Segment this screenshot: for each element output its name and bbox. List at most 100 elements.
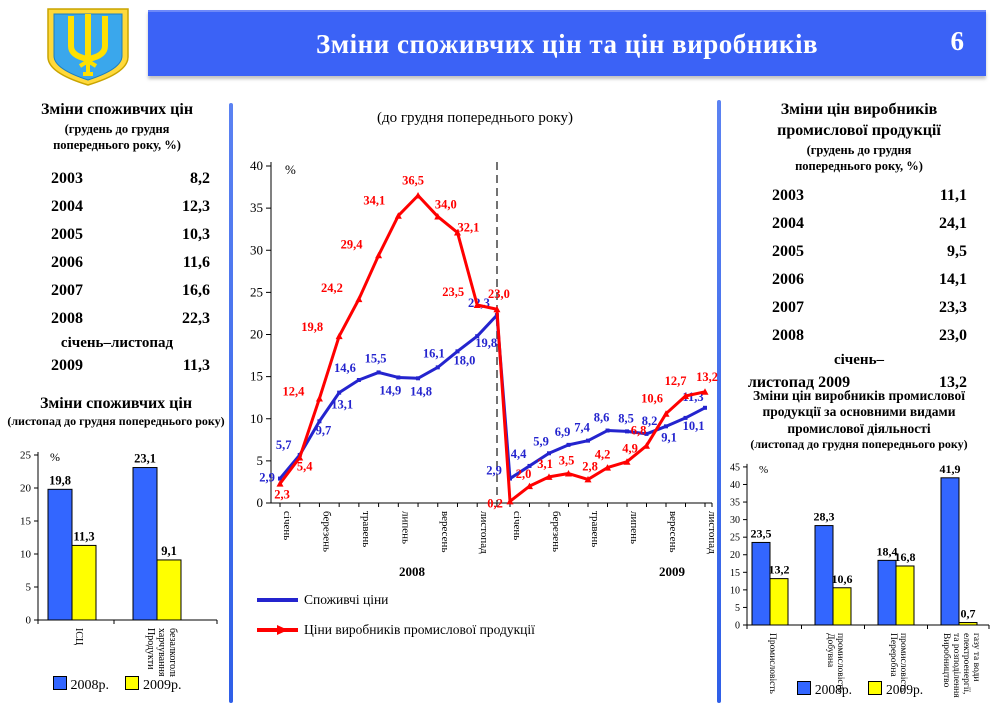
x-category-label: та розподілення	[951, 633, 961, 698]
month-label-2009: травень	[589, 511, 601, 547]
ppi-table-title-1: Зміни цін виробників	[780, 101, 938, 118]
y-tick-label: 15	[20, 516, 32, 528]
y-tick-label: 30	[730, 515, 740, 526]
year-label: 2006	[772, 270, 804, 288]
ppi-table-subtitle-1: (грудень до грудня	[806, 142, 912, 157]
point-value-label: 9,7	[316, 423, 332, 437]
producer-line-sample-icon	[257, 625, 298, 635]
bar-value-label: 23,5	[751, 526, 772, 540]
year-label: 2004	[51, 197, 83, 215]
y-tick-label: 30	[250, 242, 263, 257]
bar-value-label: 10,6	[832, 572, 853, 586]
cpi-table-title: Зміни споживчих цін	[40, 101, 194, 118]
ppi-bar-chart: 0 5 10 15 20 25 30 35 40 45 % 23,5 28,3 18,4 41,9 13,2 1…	[730, 462, 990, 698]
y-tick-label: 10	[250, 411, 263, 426]
cpi-chart-legend: 2008р. 2009р.	[8, 676, 226, 694]
point-marker	[473, 301, 481, 309]
point-marker	[278, 476, 282, 481]
bar-2008р.-0	[47, 488, 73, 621]
month-label-2009: березень	[550, 511, 562, 552]
point-marker	[644, 431, 649, 436]
point-value-label: 18,0	[454, 353, 476, 367]
ppi-chart-legend: 2008р. 2009р.	[727, 681, 993, 698]
bar-2009р.-3	[958, 622, 978, 626]
y-tick-label: 40	[250, 158, 263, 173]
x-category-label: Промисловість	[767, 633, 777, 694]
bar-2008р.-3	[940, 477, 960, 626]
month-label-2008: вересень	[439, 511, 451, 552]
point-value-label: 5,7	[276, 438, 292, 452]
point-marker	[526, 482, 533, 490]
point-value-label: 3,5	[559, 454, 575, 468]
year-value: 8,2	[190, 169, 210, 187]
point-value-label: 4,9	[622, 442, 638, 456]
point-marker	[586, 438, 590, 443]
point-marker	[547, 451, 551, 456]
month-label-2009: вересень	[667, 511, 679, 552]
bar-2008р.-1	[132, 467, 158, 621]
month-label-2008: березень	[320, 511, 332, 552]
point-marker	[317, 419, 322, 424]
coat-of-arms-ukraine-icon	[47, 8, 129, 86]
cpi-final-year: 2009	[51, 356, 83, 374]
ppi-chart-title-3: промислової діяльності	[787, 420, 931, 436]
point-value-label: 5,9	[533, 434, 549, 448]
bar-value-label: 11,3	[73, 529, 94, 543]
ppi-year-table: 2003 11,1 2004 24,1 2005 9,5 2006 14,1 2007 23,3 2…	[729, 182, 989, 350]
point-value-label: 8,2	[642, 414, 658, 428]
point-marker	[414, 191, 422, 199]
y-axis-unit: %	[759, 464, 768, 476]
year-value: 23,3	[939, 298, 967, 316]
year-value: 10,3	[182, 225, 210, 243]
y-tick-label: 5	[735, 603, 740, 614]
x-category-label: газу та води	[971, 633, 981, 681]
point-value-label: 15,5	[365, 351, 387, 365]
legend-2009-label: 2009р.	[143, 678, 182, 693]
point-marker	[493, 305, 501, 313]
point-value-label: 14,6	[334, 361, 356, 375]
point-marker	[664, 424, 668, 429]
line-legend-consumer: Споживчі ціни	[256, 592, 388, 608]
point-value-label: 14,9	[379, 383, 401, 397]
year-row: 2007 23,3	[729, 294, 967, 322]
point-value-label: 0,2	[487, 496, 503, 510]
bar-value-label: 16,8	[895, 550, 916, 564]
ppi-table-subtitle-2: попереднього року, %)	[795, 158, 923, 173]
point-value-label: 34,1	[363, 194, 385, 208]
divider-right	[717, 100, 721, 703]
x-category-label: промисловість	[898, 633, 908, 693]
year-row: 2006 11,6	[8, 249, 210, 277]
consumer-legend-label: Споживчі ціни	[304, 592, 389, 607]
cpi-final-row: 2009 11,3	[8, 352, 226, 380]
month-label-2008: липень	[399, 511, 411, 544]
point-marker	[356, 377, 361, 382]
consumer-line-sample-icon	[257, 598, 298, 602]
cpi-final-value: 11,3	[182, 356, 210, 374]
point-value-label: 34,0	[435, 198, 457, 212]
year-label: 2006	[51, 253, 83, 271]
x-category-label: Продукти	[145, 628, 156, 670]
x-category-label: Виробництво	[941, 633, 952, 688]
point-marker	[315, 395, 323, 402]
month-label-2009: липень	[628, 511, 640, 544]
y-tick-label: 5	[257, 453, 264, 468]
x-category-label: ІСЦ	[73, 628, 84, 645]
bar-value-label: 18,4	[877, 544, 898, 558]
point-marker	[584, 475, 592, 483]
point-value-label: 29,4	[341, 237, 364, 251]
year-label-2009: 2009	[659, 564, 686, 579]
point-marker	[276, 480, 284, 487]
point-value-label: 3,1	[537, 457, 553, 471]
cpi-year-panel: Зміни споживчих цін (грудень до грудня п…	[8, 100, 226, 380]
year-row: 2008 23,0	[729, 322, 967, 350]
bar-2008р.-1	[814, 525, 834, 626]
ppi-final-value: 13,2	[939, 373, 967, 391]
point-value-label: 2,8	[582, 459, 598, 473]
point-marker	[623, 458, 631, 465]
point-value-label: 2,9	[486, 464, 502, 478]
price-line-chart: 0 5 10 15 20 25 30 35 40 % січень березень травень ли…	[250, 158, 718, 579]
bar-value-label: 9,1	[161, 544, 177, 558]
year-value: 11,6	[182, 253, 210, 271]
point-marker	[475, 334, 480, 339]
point-value-label: 2,0	[516, 467, 532, 481]
